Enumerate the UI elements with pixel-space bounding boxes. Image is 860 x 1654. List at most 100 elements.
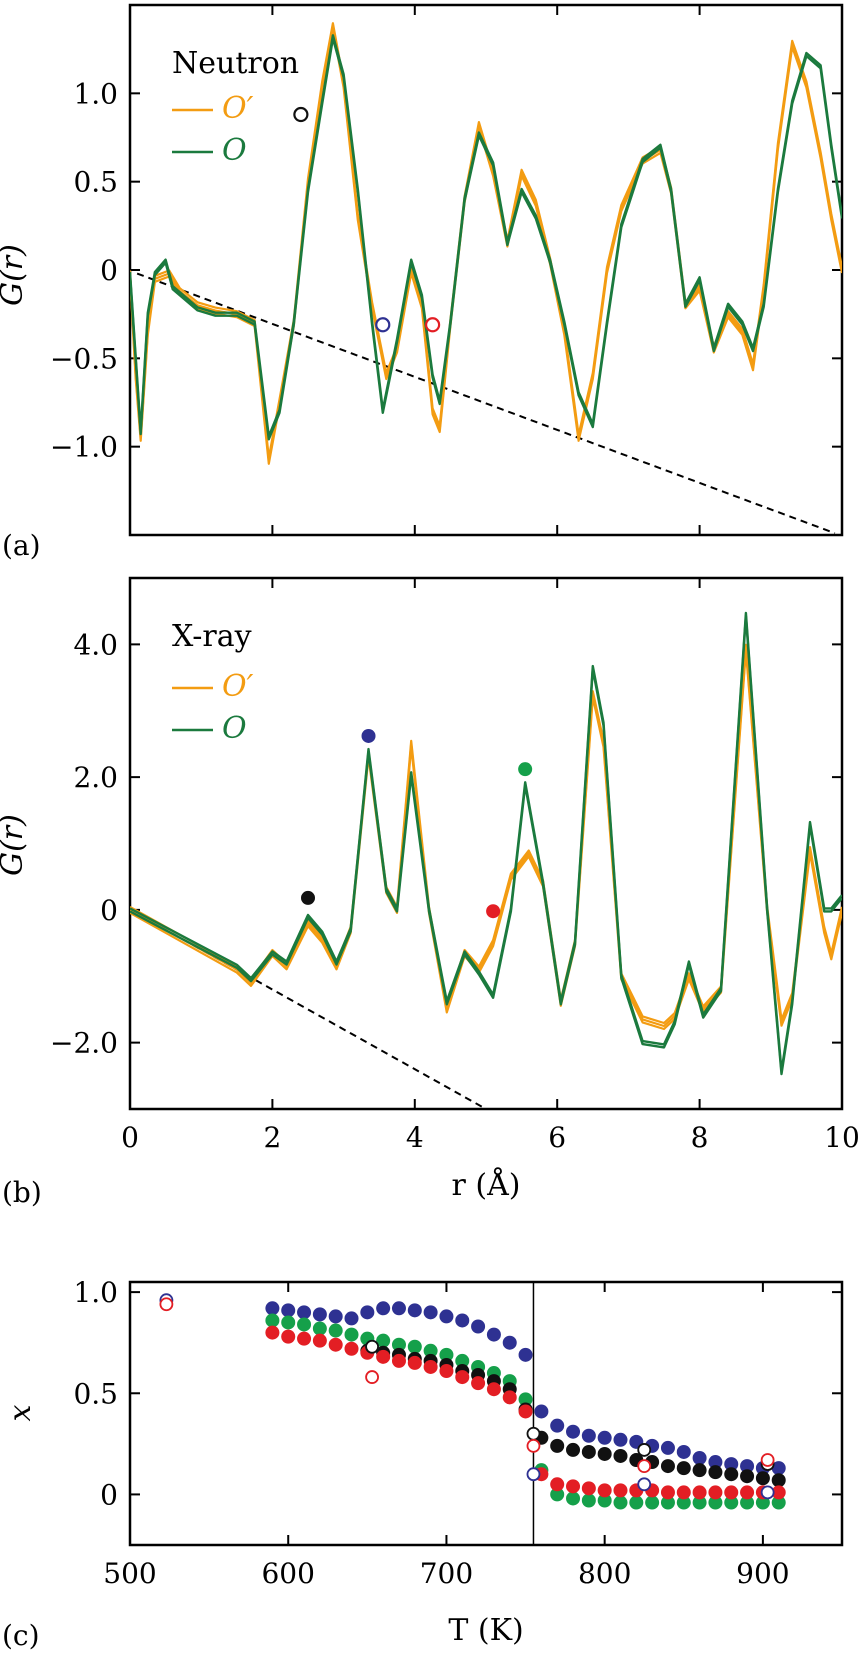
filled-point-green_marker	[724, 1495, 739, 1510]
filled-point-green_marker	[407, 1339, 422, 1354]
panel-b-markers	[301, 728, 533, 919]
panel-a-ylabel: G(r)	[0, 244, 30, 306]
xtick-label: 800	[578, 1557, 631, 1590]
filled-point-green_marker	[708, 1495, 723, 1510]
filled-point-red	[581, 1481, 596, 1496]
open-point-black	[526, 1426, 541, 1441]
panel-b-legend-o: O	[222, 711, 247, 746]
ytick-label: 2.0	[73, 761, 118, 794]
open-point-black	[637, 1443, 652, 1457]
filled-point-green_marker	[550, 1487, 565, 1502]
filled-point-black	[755, 1471, 770, 1486]
filled-point-red	[391, 1353, 406, 1368]
filled-point-navy	[771, 1461, 786, 1476]
xtick-label: 4	[406, 1121, 424, 1154]
filled-point-red	[708, 1485, 723, 1500]
filled-point-navy	[534, 1404, 549, 1419]
filled-point-green_marker	[660, 1495, 675, 1510]
filled-point-green_marker	[455, 1353, 470, 1368]
filled-point-red	[676, 1485, 691, 1500]
filled-point-red	[439, 1364, 454, 1379]
filled-point-green_marker	[423, 1343, 438, 1358]
filled-point-navy	[581, 1428, 596, 1443]
xtick-label: 900	[736, 1557, 789, 1590]
filled-point-green_marker	[281, 1315, 296, 1330]
filled-point-navy	[328, 1309, 343, 1324]
filled-point-red	[328, 1337, 343, 1352]
filled-point-green_marker	[376, 1333, 391, 1348]
filled-point-red	[407, 1355, 422, 1370]
filled-point-red	[297, 1331, 312, 1346]
filled-point-black	[708, 1465, 723, 1480]
panel-c-label: (c)	[2, 1619, 40, 1652]
filled-point-red	[281, 1329, 296, 1344]
panel-b-series	[130, 611, 842, 1076]
filled-point-green_marker	[391, 1337, 406, 1352]
filled-point-red	[423, 1359, 438, 1374]
panel-a-legend-o: O	[222, 133, 247, 168]
filled-point-navy	[708, 1455, 723, 1470]
filled-point-black	[550, 1438, 565, 1453]
ytick-label: 1.0	[73, 1276, 118, 1309]
filled-marker-green_marker	[518, 762, 533, 777]
ytick-label: 0.5	[73, 1377, 118, 1410]
panel-a-label: (a)	[2, 529, 41, 562]
filled-point-red	[613, 1483, 628, 1498]
filled-point-navy	[423, 1305, 438, 1320]
filled-point-green_marker	[771, 1495, 786, 1510]
open-point-navy	[637, 1477, 652, 1492]
panel-c-ticks: 1.0 0.5 0 500 600 700 800 900	[73, 1276, 842, 1590]
filled-point-navy	[360, 1305, 375, 1320]
filled-point-green_marker	[297, 1317, 312, 1332]
panel-b-legend-oprime: O′	[222, 669, 254, 704]
filled-point-navy	[660, 1440, 675, 1455]
filled-point-black	[613, 1448, 628, 1463]
open-point-navy	[526, 1467, 541, 1482]
filled-marker-red	[486, 904, 501, 919]
filled-marker-navy	[361, 728, 376, 743]
ytick-label: 0	[100, 254, 118, 287]
panel-c-filled-markers	[265, 1301, 786, 1510]
filled-point-red	[550, 1477, 565, 1492]
filled-point-navy	[281, 1303, 296, 1318]
panel-b-ticks: 4.0 2.0 0 −2.0 0 2 4 6 8 10	[50, 578, 860, 1154]
filled-point-black	[740, 1469, 755, 1484]
open-marker-navy	[375, 317, 391, 333]
xtick-label: 500	[103, 1557, 156, 1590]
panel-b-legend-title: X-ray	[172, 619, 252, 654]
filled-point-red	[455, 1370, 470, 1385]
series-line-oprime	[130, 649, 842, 1031]
filled-point-green_marker	[265, 1313, 280, 1328]
panel-b-ylabel: G(r)	[0, 814, 30, 876]
panel-b-xray: 4.02.00−2.00 2 4 6 8 10 G(r) r (Å) (b) X-ray …	[0, 576, 860, 1209]
filled-point-green_marker	[629, 1495, 644, 1510]
panel-b-xlabel: r (Å)	[452, 1167, 521, 1203]
filled-point-navy	[566, 1424, 581, 1439]
panel-c-frame	[128, 1280, 844, 1547]
panel-a-baseline	[136, 272, 836, 535]
filled-point-green_marker	[312, 1321, 327, 1336]
filled-point-navy	[471, 1319, 486, 1334]
ytick-label: 0	[100, 894, 118, 927]
panel-c-open-markers	[159, 1293, 775, 1500]
panel-a-ticks: 1.0 0.5 0 −0.5 −1.0	[50, 5, 843, 535]
open-marker-red	[425, 317, 441, 333]
filled-point-green_marker	[566, 1491, 581, 1506]
xtick-label: 600	[261, 1557, 314, 1590]
filled-point-red	[724, 1485, 739, 1500]
panel-a-series	[130, 22, 842, 465]
filled-point-navy	[550, 1418, 565, 1433]
filled-point-red	[518, 1404, 533, 1419]
filled-point-red	[771, 1485, 786, 1500]
open-point-red	[637, 1459, 652, 1473]
filled-point-navy	[439, 1309, 454, 1324]
series-line-o	[130, 37, 842, 441]
filled-point-red	[265, 1325, 280, 1340]
filled-point-black	[692, 1463, 707, 1478]
filled-point-green_marker	[676, 1495, 691, 1510]
open-point-navy	[760, 1485, 775, 1500]
open-point-red	[526, 1438, 541, 1453]
filled-point-red	[740, 1485, 755, 1500]
filled-point-green_marker	[518, 1392, 533, 1407]
